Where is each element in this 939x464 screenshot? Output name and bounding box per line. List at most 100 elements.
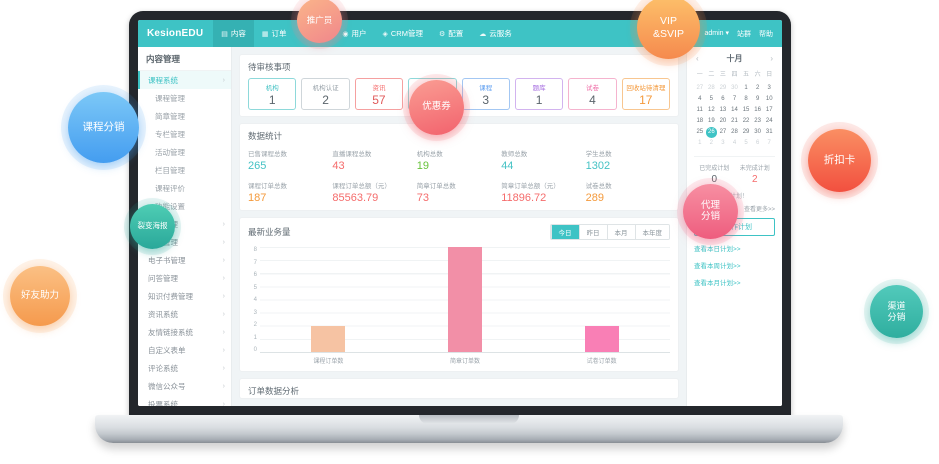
sidebar-item[interactable]: 活动管理 (138, 143, 231, 161)
calendar-day[interactable]: 29 (719, 85, 727, 91)
plan-link[interactable]: 查看本周计划>> (694, 263, 741, 270)
statistics-title: 数据统计 (248, 131, 283, 141)
plans-summary: 已完成计划 0 未完成计划 2 (694, 156, 775, 185)
calendar-day[interactable]: 31 (765, 129, 773, 135)
calendar-day[interactable]: 26 (705, 127, 718, 138)
business-volume-title: 最新业务量 (248, 227, 291, 237)
calendar-day[interactable]: 8 (744, 96, 748, 102)
calendar-day[interactable]: 9 (755, 96, 760, 102)
calendar-day[interactable]: 3 (721, 140, 725, 146)
calendar-day[interactable]: 23 (754, 118, 761, 124)
calendar-day[interactable]: 4 (698, 96, 702, 102)
calendar-day[interactable]: 5 (709, 96, 714, 102)
review-card-value: 17 (639, 93, 653, 107)
review-card[interactable]: 资讯 57 (354, 78, 404, 110)
calendar-day[interactable]: 6 (755, 140, 760, 146)
review-card[interactable]: 课程 3 (461, 78, 510, 110)
calendar-day[interactable]: 27 (696, 85, 704, 91)
sidebar-item[interactable]: 投票系统 › (138, 395, 231, 407)
calendar-day[interactable]: 16 (754, 107, 761, 113)
sidebar-item[interactable]: 友情链接系统 › (138, 323, 231, 341)
stat-item: 学生总数 1302 (586, 148, 670, 172)
stat-label: 已售课程总数 (248, 151, 287, 158)
time-range-tab[interactable]: 今日 (550, 225, 579, 239)
nav-item-icon: ⚙ (438, 30, 446, 38)
review-card[interactable]: 机构 1 (248, 78, 297, 110)
sidebar-item[interactable]: 问答管理 › (138, 269, 231, 287)
sidebar-item[interactable]: 知识付费管理 › (138, 287, 231, 305)
review-card[interactable]: 机构认证 2 (301, 78, 350, 110)
calendar-day[interactable]: 5 (744, 140, 748, 146)
calendar-day[interactable]: 3 (767, 85, 771, 91)
sidebar-item-label: 知识付费管理 (148, 291, 193, 301)
nav-item[interactable]: ⚙ 配置 (431, 20, 471, 47)
calendar-day[interactable]: 25 (696, 129, 704, 135)
calendar-day[interactable]: 13 (719, 107, 727, 113)
sidebar-item[interactable]: 自定义表单 › (138, 341, 231, 359)
calendar-day[interactable]: 12 (708, 107, 715, 113)
sidebar-item-label: 友情链接系统 (148, 327, 193, 337)
sidebar-item[interactable]: 课程评价 (138, 179, 231, 197)
calendar-day[interactable]: 28 (731, 129, 738, 135)
nav-right-item[interactable]: 站群 (737, 30, 751, 38)
nav-item[interactable]: ▦ 订单 (254, 20, 295, 47)
calendar-day[interactable]: 19 (708, 118, 715, 124)
calendar-day[interactable]: 17 (765, 107, 773, 113)
calendar-day[interactable]: 7 (732, 96, 737, 102)
time-range-tab[interactable]: 本月 (606, 225, 635, 239)
calendar-day[interactable]: 27 (719, 129, 727, 135)
nav-right-item[interactable]: admin ▾ (704, 29, 729, 37)
bubble-friend-boost: 好友助力 (10, 266, 70, 326)
chevron-right-icon: › (222, 364, 225, 372)
calendar-day[interactable]: 1 (698, 140, 702, 146)
sidebar-item[interactable]: 课程管理 (138, 89, 231, 107)
calendar-day[interactable]: 15 (742, 107, 750, 113)
calendar-day[interactable]: 11 (696, 107, 703, 113)
calendar-day[interactable]: 4 (732, 140, 737, 146)
nav-item[interactable]: ◈ CRM管理 (375, 20, 431, 47)
calendar-day[interactable]: 2 (755, 85, 760, 91)
calendar-day[interactable]: 29 (742, 129, 750, 135)
time-range-tab[interactable]: 本年度 (634, 225, 669, 239)
calendar-day[interactable]: 2 (709, 140, 714, 146)
sidebar-item[interactable]: 专栏管理 (138, 125, 231, 143)
sidebar-item[interactable]: 电子书管理 › (138, 251, 231, 269)
plan-link[interactable]: 查看本日计划>> (694, 246, 741, 253)
review-card[interactable]: 回收站待清理 17 (621, 78, 670, 110)
calendar-day[interactable]: 24 (765, 118, 773, 124)
calendar-prev-icon[interactable]: ‹ (696, 54, 699, 63)
calendar-day[interactable]: 1 (744, 85, 748, 91)
sidebar-item[interactable]: 资讯系统 › (138, 305, 231, 323)
calendar-next-icon[interactable]: › (770, 54, 773, 63)
time-range-tab[interactable]: 昨日 (578, 225, 607, 239)
view-more-link[interactable]: 查看更多>> (743, 207, 775, 213)
calendar-day[interactable]: 28 (708, 85, 715, 91)
plans-done-label: 已完成计划 (699, 166, 730, 172)
review-card[interactable]: 试卷 4 (568, 78, 617, 110)
calendar-day[interactable]: 7 (767, 140, 771, 146)
calendar-day[interactable]: 6 (721, 96, 725, 102)
calendar-day[interactable]: 30 (731, 85, 738, 91)
calendar-day[interactable]: 18 (696, 118, 704, 124)
sidebar-item[interactable]: 功能设置 (138, 197, 231, 215)
review-card[interactable]: 题库 1 (514, 78, 564, 110)
nav-item[interactable]: ◉ 用户 (334, 20, 374, 47)
sidebar-item-label: 资讯系统 (148, 309, 178, 319)
sidebar-item[interactable]: 微信公众号 › (138, 377, 231, 395)
sidebar-item[interactable]: 栏目管理 (138, 161, 231, 179)
calendar-day[interactable]: 20 (719, 118, 727, 124)
calendar-day[interactable]: 10 (765, 96, 773, 102)
sidebar-item[interactable]: 简章管理 (138, 107, 231, 125)
nav-item-icon: ☁ (479, 30, 487, 38)
calendar-day[interactable]: 30 (754, 129, 761, 135)
weekday-label: 三 (719, 72, 726, 78)
nav-item[interactable]: ▤ 内容 (213, 20, 254, 47)
sidebar-item[interactable]: 课程系统 › (138, 71, 231, 89)
sidebar-item[interactable]: 评论系统 › (138, 359, 231, 377)
calendar-day[interactable]: 22 (742, 118, 750, 124)
nav-item[interactable]: ☁ 云服务 (471, 20, 520, 47)
calendar-day[interactable]: 21 (731, 118, 738, 124)
calendar-day[interactable]: 14 (731, 107, 738, 113)
plan-link[interactable]: 查看本月计划>> (694, 280, 741, 287)
nav-right-item[interactable]: 帮助 (759, 30, 773, 38)
